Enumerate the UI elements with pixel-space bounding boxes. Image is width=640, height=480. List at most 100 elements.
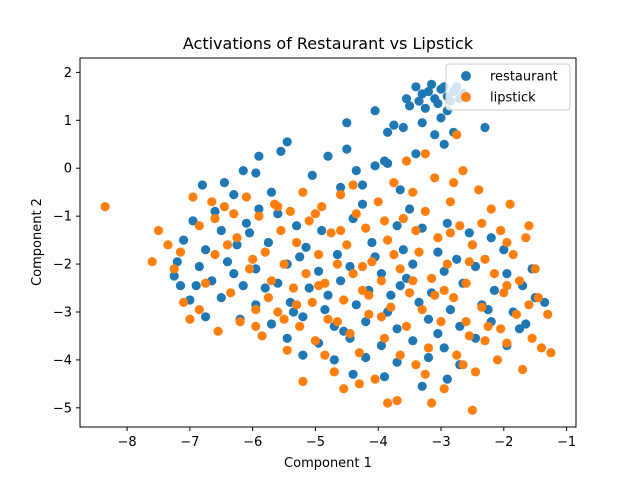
point-restaurant-71 bbox=[398, 245, 408, 255]
point-lipstick-20 bbox=[254, 211, 264, 221]
point-restaurant-78 bbox=[251, 264, 261, 274]
point-restaurant-55 bbox=[241, 218, 251, 228]
point-restaurant-37 bbox=[307, 170, 317, 180]
point-restaurant-159 bbox=[405, 204, 415, 214]
point-restaurant-118 bbox=[392, 324, 402, 334]
point-lipstick-142 bbox=[194, 305, 204, 315]
point-restaurant-137 bbox=[348, 369, 358, 379]
point-restaurant-31 bbox=[342, 144, 352, 154]
legend-marker-lipstick bbox=[461, 92, 471, 102]
point-restaurant-62 bbox=[464, 228, 474, 238]
y-tick-label: 1 bbox=[64, 114, 72, 129]
point-restaurant-88 bbox=[169, 271, 179, 281]
point-lipstick-55 bbox=[367, 257, 377, 267]
point-lipstick-91 bbox=[480, 254, 490, 264]
point-restaurant-27 bbox=[370, 106, 380, 116]
point-lipstick-39 bbox=[317, 202, 327, 212]
point-lipstick-113 bbox=[401, 156, 412, 166]
point-restaurant-40 bbox=[238, 166, 248, 176]
point-restaurant-41 bbox=[379, 156, 390, 166]
point-restaurant-140 bbox=[442, 374, 452, 384]
point-lipstick-117 bbox=[467, 405, 477, 415]
point-lipstick-145 bbox=[273, 202, 283, 212]
point-lipstick-2 bbox=[153, 225, 164, 236]
point-lipstick-129 bbox=[336, 225, 346, 236]
point-restaurant-158 bbox=[357, 199, 368, 209]
point-lipstick-23 bbox=[266, 276, 277, 286]
point-lipstick-41 bbox=[323, 314, 333, 324]
point-lipstick-60 bbox=[383, 235, 393, 245]
point-restaurant-28 bbox=[411, 149, 421, 159]
plot-frame bbox=[79, 57, 577, 428]
x-tick-label: −3 bbox=[431, 435, 450, 450]
point-lipstick-128 bbox=[320, 350, 330, 360]
point-restaurant-101 bbox=[216, 293, 226, 303]
y-axis-title: Component 2 bbox=[30, 198, 45, 286]
point-lipstick-7 bbox=[188, 192, 198, 202]
point-lipstick-69 bbox=[411, 360, 421, 370]
point-lipstick-29 bbox=[285, 206, 295, 216]
y-tick-label: 2 bbox=[64, 66, 72, 81]
point-restaurant-63 bbox=[486, 233, 496, 243]
point-restaurant-43 bbox=[197, 180, 207, 190]
y-tick-label: −1 bbox=[53, 210, 72, 225]
point-restaurant-56 bbox=[292, 221, 302, 231]
point-restaurant-86 bbox=[502, 269, 512, 279]
point-restaurant-57 bbox=[317, 225, 327, 236]
point-restaurant-39 bbox=[251, 168, 261, 178]
point-restaurant-32 bbox=[282, 137, 292, 147]
point-restaurant-85 bbox=[470, 261, 481, 272]
point-restaurant-84 bbox=[439, 266, 449, 276]
point-lipstick-43 bbox=[329, 367, 339, 377]
point-lipstick-151 bbox=[379, 216, 390, 226]
point-lipstick-4 bbox=[169, 264, 179, 274]
point-restaurant-67 bbox=[263, 237, 273, 248]
point-lipstick-123 bbox=[222, 240, 233, 250]
point-lipstick-37 bbox=[310, 336, 320, 346]
point-restaurant-29 bbox=[383, 127, 393, 137]
point-lipstick-132 bbox=[389, 249, 399, 260]
point-restaurant-26 bbox=[389, 120, 399, 130]
point-lipstick-34 bbox=[301, 269, 311, 279]
point-restaurant-119 bbox=[423, 314, 434, 324]
point-lipstick-28 bbox=[282, 345, 292, 355]
point-lipstick-61 bbox=[386, 302, 396, 312]
legend-marker-restaurant bbox=[461, 71, 471, 81]
point-restaurant-46 bbox=[229, 190, 239, 200]
point-lipstick-81 bbox=[449, 293, 459, 303]
point-lipstick-149 bbox=[348, 180, 358, 190]
point-lipstick-88 bbox=[470, 367, 481, 377]
point-restaurant-69 bbox=[332, 249, 342, 260]
y-tick-label: −5 bbox=[53, 401, 72, 416]
point-lipstick-102 bbox=[514, 276, 525, 286]
point-lipstick-50 bbox=[351, 209, 361, 219]
point-lipstick-67 bbox=[405, 288, 415, 298]
point-lipstick-79 bbox=[442, 259, 452, 269]
point-lipstick-121 bbox=[354, 379, 364, 389]
point-lipstick-77 bbox=[436, 317, 446, 327]
point-lipstick-48 bbox=[345, 329, 355, 339]
point-lipstick-15 bbox=[232, 233, 242, 243]
point-lipstick-96 bbox=[496, 225, 506, 236]
point-restaurant-92 bbox=[304, 283, 314, 293]
point-lipstick-19 bbox=[251, 305, 261, 315]
x-axis-title: Component 1 bbox=[284, 456, 372, 471]
point-restaurant-83 bbox=[408, 259, 418, 269]
point-restaurant-53 bbox=[188, 216, 198, 226]
point-lipstick-53 bbox=[361, 223, 371, 233]
point-lipstick-42 bbox=[326, 228, 336, 238]
point-restaurant-104 bbox=[320, 305, 330, 315]
point-restaurant-153 bbox=[260, 283, 270, 293]
point-restaurant-122 bbox=[514, 324, 525, 334]
point-restaurant-115 bbox=[298, 312, 308, 322]
point-restaurant-52 bbox=[210, 206, 220, 216]
point-lipstick-45 bbox=[336, 190, 346, 200]
point-lipstick-158 bbox=[502, 281, 512, 291]
point-lipstick-18 bbox=[244, 264, 255, 274]
point-lipstick-105 bbox=[524, 300, 534, 310]
point-lipstick-0 bbox=[100, 202, 110, 212]
point-lipstick-139 bbox=[496, 324, 506, 334]
point-restaurant-13 bbox=[411, 82, 421, 92]
point-restaurant-80 bbox=[314, 266, 324, 276]
